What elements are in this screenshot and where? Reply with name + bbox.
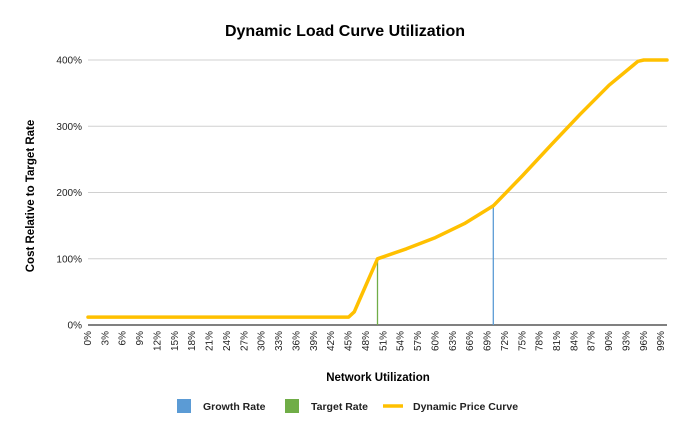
y-axis-title: Cost Relative to Target Rate xyxy=(25,120,37,273)
legend-swatch xyxy=(285,399,299,413)
y-tick-label: 0% xyxy=(68,321,83,332)
legend-label: Target Rate xyxy=(311,401,368,413)
x-tick-label: 63% xyxy=(448,331,459,351)
x-tick-label: 69% xyxy=(483,331,494,351)
x-tick-label: 0% xyxy=(83,331,94,346)
x-tick-label: 72% xyxy=(500,331,511,351)
x-tick-label: 54% xyxy=(396,331,407,351)
y-tick-label: 200% xyxy=(56,188,82,199)
x-tick-label: 42% xyxy=(326,331,337,351)
x-tick-label: 75% xyxy=(517,331,528,351)
x-tick-label: 78% xyxy=(535,331,546,351)
y-tick-label: 300% xyxy=(56,122,82,133)
x-tick-label: 39% xyxy=(309,331,320,351)
x-tick-label: 9% xyxy=(135,331,146,346)
y-tick-label: 400% xyxy=(56,56,82,67)
legend-label: Growth Rate xyxy=(203,401,266,413)
x-tick-label: 51% xyxy=(378,331,389,351)
x-tick-label: 81% xyxy=(552,331,563,351)
x-tick-label: 60% xyxy=(430,331,441,351)
legend: Growth Rate Target Rate Dynamic Price Curv… xyxy=(177,399,518,413)
x-tick-label: 96% xyxy=(639,331,650,351)
x-tick-label: 66% xyxy=(465,331,476,351)
x-tick-label: 45% xyxy=(344,331,355,351)
x-axis-ticks: 0% 3% 6% 9% 12% 15% 18% 21% 24% 27% 30% 33% 36% 39% 42… xyxy=(83,331,667,351)
x-tick-label: 99% xyxy=(656,331,667,351)
x-tick-label: 33% xyxy=(274,331,285,351)
x-tick-label: 93% xyxy=(621,331,632,351)
x-axis-title: Network Utilization xyxy=(326,372,430,384)
x-tick-label: 24% xyxy=(222,331,233,351)
x-tick-label: 87% xyxy=(587,331,598,351)
plot-area xyxy=(86,58,669,325)
x-tick-label: 36% xyxy=(291,331,302,351)
series-line-dynamic-price-curve xyxy=(86,58,669,319)
x-tick-label: 12% xyxy=(152,331,163,351)
x-tick-label: 57% xyxy=(413,331,424,351)
y-axis-ticks: 0% 100% 200% 300% 400% xyxy=(56,56,82,332)
x-tick-label: 18% xyxy=(187,331,198,351)
x-tick-label: 6% xyxy=(118,331,129,346)
chart-title: Dynamic Load Curve Utilization xyxy=(225,23,465,40)
x-tick-label: 27% xyxy=(239,331,250,351)
x-tick-label: 30% xyxy=(257,331,268,351)
x-tick-label: 84% xyxy=(569,331,580,351)
legend-swatch xyxy=(177,399,191,413)
y-tick-label: 100% xyxy=(56,254,82,265)
x-tick-label: 3% xyxy=(100,331,111,346)
x-tick-label: 90% xyxy=(604,331,615,351)
x-tick-label: 15% xyxy=(170,331,181,351)
legend-label: Dynamic Price Curve xyxy=(413,401,518,413)
x-tick-label: 48% xyxy=(361,331,372,351)
x-tick-label: 21% xyxy=(205,331,216,351)
